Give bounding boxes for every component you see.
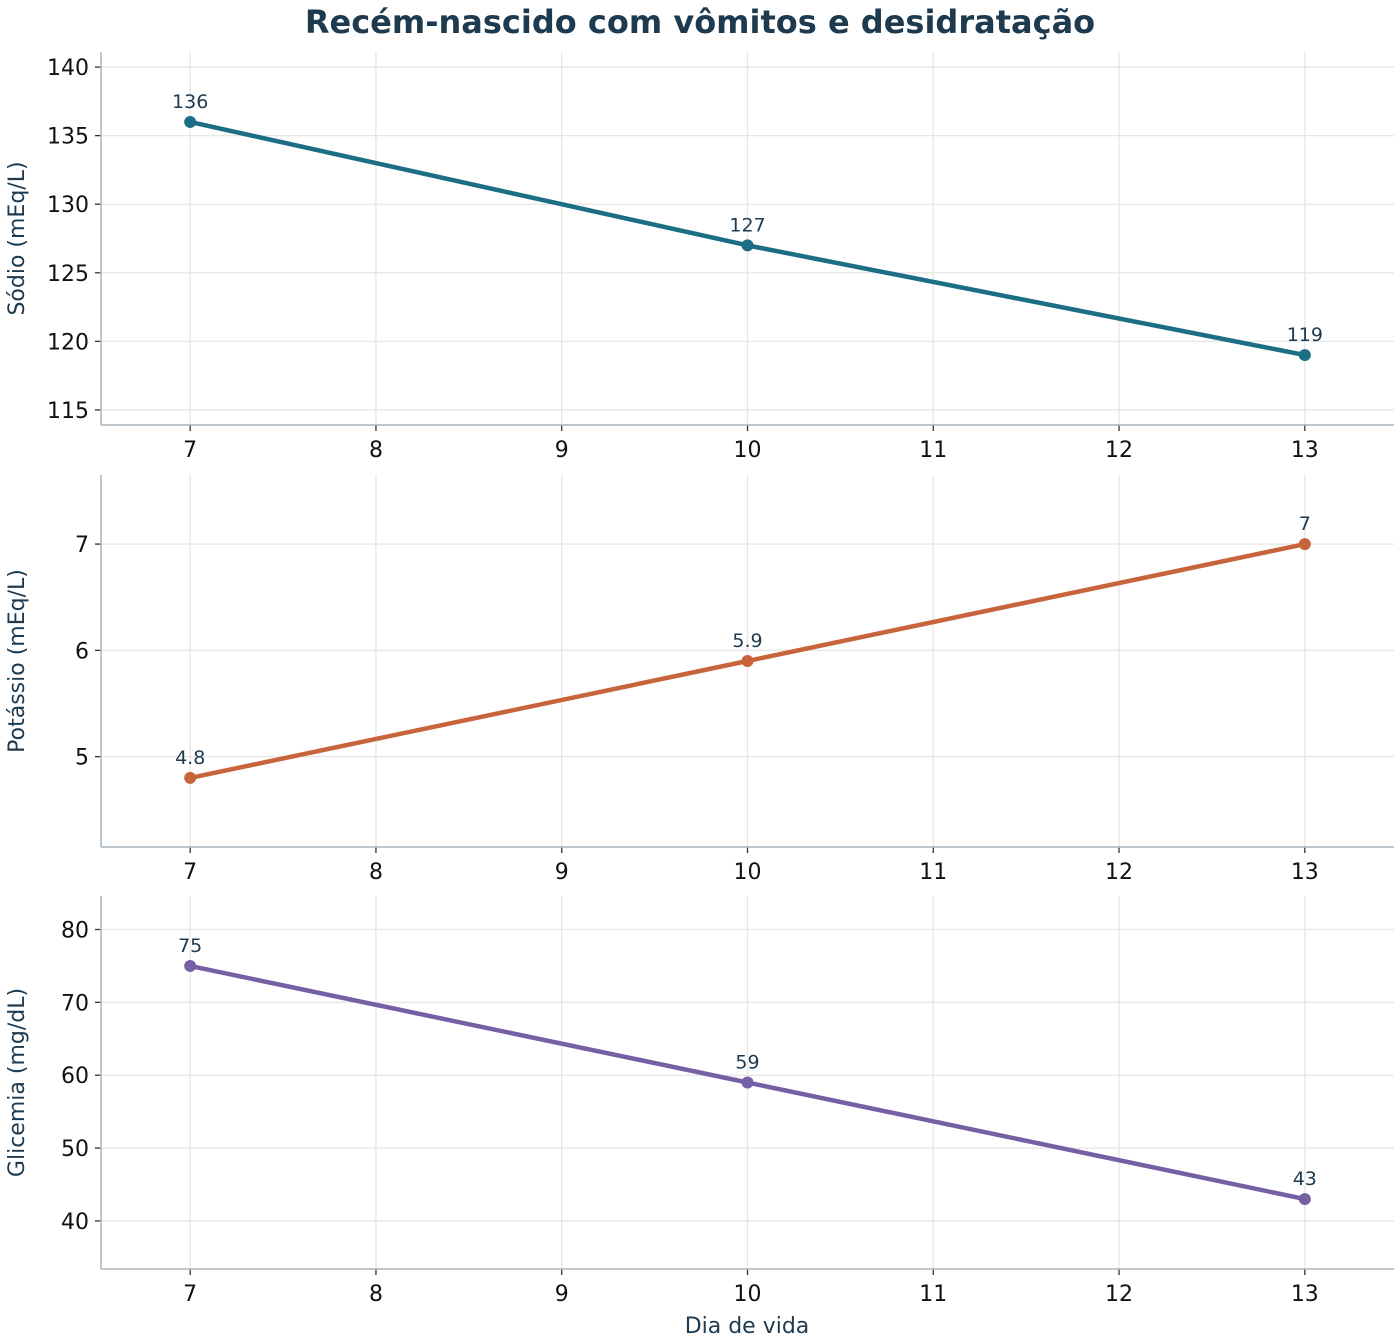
x-tick-label: 8 bbox=[369, 1282, 383, 1307]
x-tick-label: 11 bbox=[919, 438, 947, 463]
data-point-sodio bbox=[184, 115, 197, 128]
y-tick-label: 60 bbox=[61, 1064, 89, 1089]
y-tick-label: 140 bbox=[47, 56, 89, 81]
x-tick-label: 10 bbox=[734, 860, 762, 885]
data-point-potassio bbox=[1298, 538, 1311, 551]
chart-title: Recém-nascido com vômitos e desidratação bbox=[305, 3, 1095, 41]
data-point-sodio bbox=[741, 239, 754, 252]
x-tick-label: 9 bbox=[555, 438, 569, 463]
data-label-potassio: 5.9 bbox=[732, 630, 762, 652]
data-label-sodio: 127 bbox=[729, 214, 765, 236]
y-axis-label-sodio: Sódio (mEq/L) bbox=[5, 161, 30, 315]
x-tick-label: 7 bbox=[183, 860, 197, 885]
x-tick-label: 8 bbox=[369, 860, 383, 885]
data-label-glicemia: 43 bbox=[1293, 1168, 1317, 1190]
y-tick-label: 6 bbox=[75, 639, 89, 664]
data-label-glicemia: 75 bbox=[178, 935, 202, 957]
x-tick-label: 12 bbox=[1105, 860, 1133, 885]
x-tick-label: 13 bbox=[1291, 1282, 1319, 1307]
y-axis-label-glicemia: Glicemia (mg/dL) bbox=[5, 988, 30, 1177]
data-point-glicemia bbox=[184, 959, 197, 972]
y-axis-label-potassio: Potássio (mEq/L) bbox=[5, 569, 30, 753]
y-tick-label: 130 bbox=[47, 193, 89, 218]
panel-glicemia: 7 8 9 10 11 12 13 40 50 60 70 80 Glicemia (mg/dL) 75 5… bbox=[5, 896, 1394, 1307]
data-point-glicemia bbox=[741, 1076, 754, 1089]
data-label-potassio: 4.8 bbox=[175, 747, 205, 769]
panel-potassio: 7 8 9 10 11 12 13 5 6 7 Potássio (mEq/L) 4.8 5.9 7 bbox=[5, 475, 1394, 885]
y-tick-label: 135 bbox=[47, 125, 89, 150]
y-tick-label: 50 bbox=[61, 1137, 89, 1162]
data-label-sodio: 136 bbox=[172, 91, 208, 113]
x-tick-label: 7 bbox=[183, 438, 197, 463]
y-tick-label: 115 bbox=[47, 399, 89, 424]
y-tick-label: 7 bbox=[75, 533, 89, 558]
x-axis-label: Dia de vida bbox=[685, 1314, 810, 1339]
data-label-sodio: 119 bbox=[1287, 324, 1323, 346]
data-point-potassio bbox=[741, 655, 754, 667]
x-tick-label: 13 bbox=[1291, 860, 1319, 885]
panel-sodio: 7 8 9 10 11 12 13 115 120 125 130 135 140 Sódio (mEq/… bbox=[5, 52, 1394, 463]
x-tick-label: 9 bbox=[555, 860, 569, 885]
y-tick-label: 5 bbox=[75, 746, 89, 771]
y-tick-label: 40 bbox=[61, 1210, 89, 1235]
data-point-potassio bbox=[184, 771, 197, 784]
x-tick-label: 11 bbox=[919, 860, 947, 885]
data-point-sodio bbox=[1298, 349, 1311, 362]
x-tick-label: 8 bbox=[369, 438, 383, 463]
data-label-glicemia: 59 bbox=[735, 1052, 759, 1074]
data-point-glicemia bbox=[1298, 1193, 1311, 1206]
x-tick-label: 11 bbox=[919, 1282, 947, 1307]
x-tick-label: 12 bbox=[1105, 1282, 1133, 1307]
y-tick-label: 70 bbox=[61, 991, 89, 1016]
x-tick-label: 10 bbox=[734, 438, 762, 463]
x-tick-label: 12 bbox=[1105, 438, 1133, 463]
y-tick-label: 120 bbox=[47, 330, 89, 355]
x-tick-label: 10 bbox=[734, 1282, 762, 1307]
y-tick-label: 80 bbox=[61, 919, 89, 944]
data-label-potassio: 7 bbox=[1299, 513, 1311, 535]
x-tick-label: 13 bbox=[1291, 438, 1319, 463]
x-tick-label: 9 bbox=[555, 1282, 569, 1307]
y-tick-label: 125 bbox=[47, 262, 89, 287]
x-tick-label: 7 bbox=[183, 1282, 197, 1307]
